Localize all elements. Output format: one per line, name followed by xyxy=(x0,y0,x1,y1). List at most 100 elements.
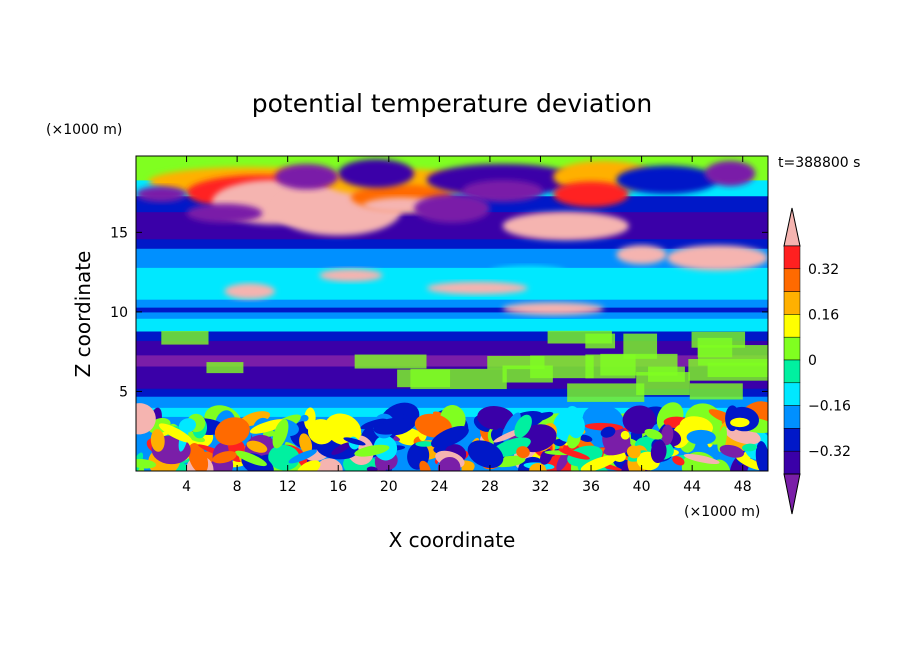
contour-cell xyxy=(514,414,532,438)
plot-frame xyxy=(135,155,769,472)
y-tick-label: 15 xyxy=(110,225,128,241)
contour-cell xyxy=(249,419,287,434)
colorbar-box xyxy=(783,450,801,475)
contour-cell xyxy=(712,459,731,471)
colorbar-top-extension xyxy=(783,207,801,247)
contour-cell xyxy=(502,302,604,316)
x-tick-label: 44 xyxy=(683,479,701,495)
x-units-label: (×1000 m) xyxy=(684,504,760,520)
x-tick-label: 8 xyxy=(233,479,242,495)
contour-cell xyxy=(719,444,745,458)
contour-cell xyxy=(502,211,629,241)
y-axis: 5 10 15 xyxy=(110,225,768,400)
contour-cell xyxy=(529,463,547,471)
contour-cell xyxy=(477,406,515,431)
contour-cell xyxy=(319,268,383,282)
contour-cell xyxy=(547,330,612,344)
contour-cell xyxy=(735,455,764,471)
contour-cell xyxy=(686,429,716,445)
contour-cell xyxy=(150,429,165,452)
x-tick-label: 40 xyxy=(633,479,651,495)
contour-band xyxy=(136,340,768,356)
colorbar-box xyxy=(783,268,801,292)
colorbar-box xyxy=(783,245,801,270)
contour-cell xyxy=(650,440,667,464)
contour-cell xyxy=(224,283,276,300)
contour-cell xyxy=(397,369,451,388)
contour-cell xyxy=(580,455,617,471)
colorbar-bottom-extension xyxy=(783,473,801,515)
contour-cell xyxy=(616,165,718,195)
contour-cell xyxy=(316,458,343,471)
contour-cell xyxy=(730,417,750,428)
colorbar-box xyxy=(783,359,801,384)
contour-cell xyxy=(419,460,432,471)
colorbar-box xyxy=(783,382,801,406)
contour-band xyxy=(136,238,768,249)
contour-cell xyxy=(235,450,267,467)
contour-cell xyxy=(136,186,187,203)
contour-cell xyxy=(704,160,756,187)
contour-band xyxy=(136,311,768,319)
contour-cell xyxy=(553,181,629,207)
contour-cell xyxy=(430,426,469,449)
contour-cell xyxy=(188,443,209,471)
contour-cell xyxy=(415,441,435,447)
boundary-layer xyxy=(136,401,768,471)
contour-band xyxy=(136,388,768,397)
colorbar-tick-label: 0.32 xyxy=(808,262,839,278)
contour-cell xyxy=(620,430,630,440)
contour-cell xyxy=(343,437,366,446)
colorbar-box xyxy=(783,428,801,452)
contour-band xyxy=(136,318,768,332)
contour-cell xyxy=(307,419,335,445)
x-tick-label: 16 xyxy=(329,479,347,495)
x-tick-label: 24 xyxy=(430,479,448,495)
contour-cell xyxy=(489,265,566,279)
contour-cell xyxy=(623,333,658,359)
contour-band xyxy=(136,396,768,408)
x-tick-label: 28 xyxy=(481,479,499,495)
contour-cell xyxy=(661,424,674,446)
upper-structures xyxy=(136,159,768,316)
contour-cell xyxy=(360,418,388,430)
x-tick-label: 32 xyxy=(532,479,550,495)
x-tick-label: 36 xyxy=(582,479,600,495)
contour-cell xyxy=(626,445,641,459)
contour-cell xyxy=(683,453,720,464)
contour-cell xyxy=(414,194,490,223)
contour-cell xyxy=(186,203,263,223)
contour-band xyxy=(136,331,768,342)
contour-cell xyxy=(558,448,590,460)
contour-cell xyxy=(755,441,768,471)
y-tick-label: 10 xyxy=(110,305,128,321)
contour-cell xyxy=(691,331,746,348)
contour-cell xyxy=(275,163,339,190)
chart-title: potential temperature deviation xyxy=(252,89,652,118)
contour-cell xyxy=(272,419,289,449)
colorbar-box xyxy=(783,336,801,361)
y-tick-label: 5 xyxy=(119,384,128,400)
contour-cell xyxy=(206,362,244,374)
contour-field xyxy=(136,156,768,471)
contour-cell xyxy=(136,403,156,435)
colorbar-box xyxy=(783,314,801,338)
contour-cell xyxy=(214,417,250,446)
contour-cell xyxy=(603,442,632,456)
contour-band xyxy=(136,248,768,268)
contour-band xyxy=(136,299,768,308)
contour-cell xyxy=(600,426,616,438)
contour-cell xyxy=(354,444,390,457)
contour-cell xyxy=(331,442,352,455)
contour-cell xyxy=(644,428,663,440)
contour-cell xyxy=(158,423,193,443)
colorbar-box xyxy=(783,405,801,429)
contour-cell xyxy=(426,281,528,295)
contour-cell xyxy=(689,383,743,400)
colorbar-box xyxy=(783,291,801,315)
y-units-label: (×1000 m) xyxy=(46,122,122,138)
colorbar-tick-label: 0.16 xyxy=(808,307,839,323)
contour-cell xyxy=(742,443,758,452)
contour-cell xyxy=(300,414,309,422)
